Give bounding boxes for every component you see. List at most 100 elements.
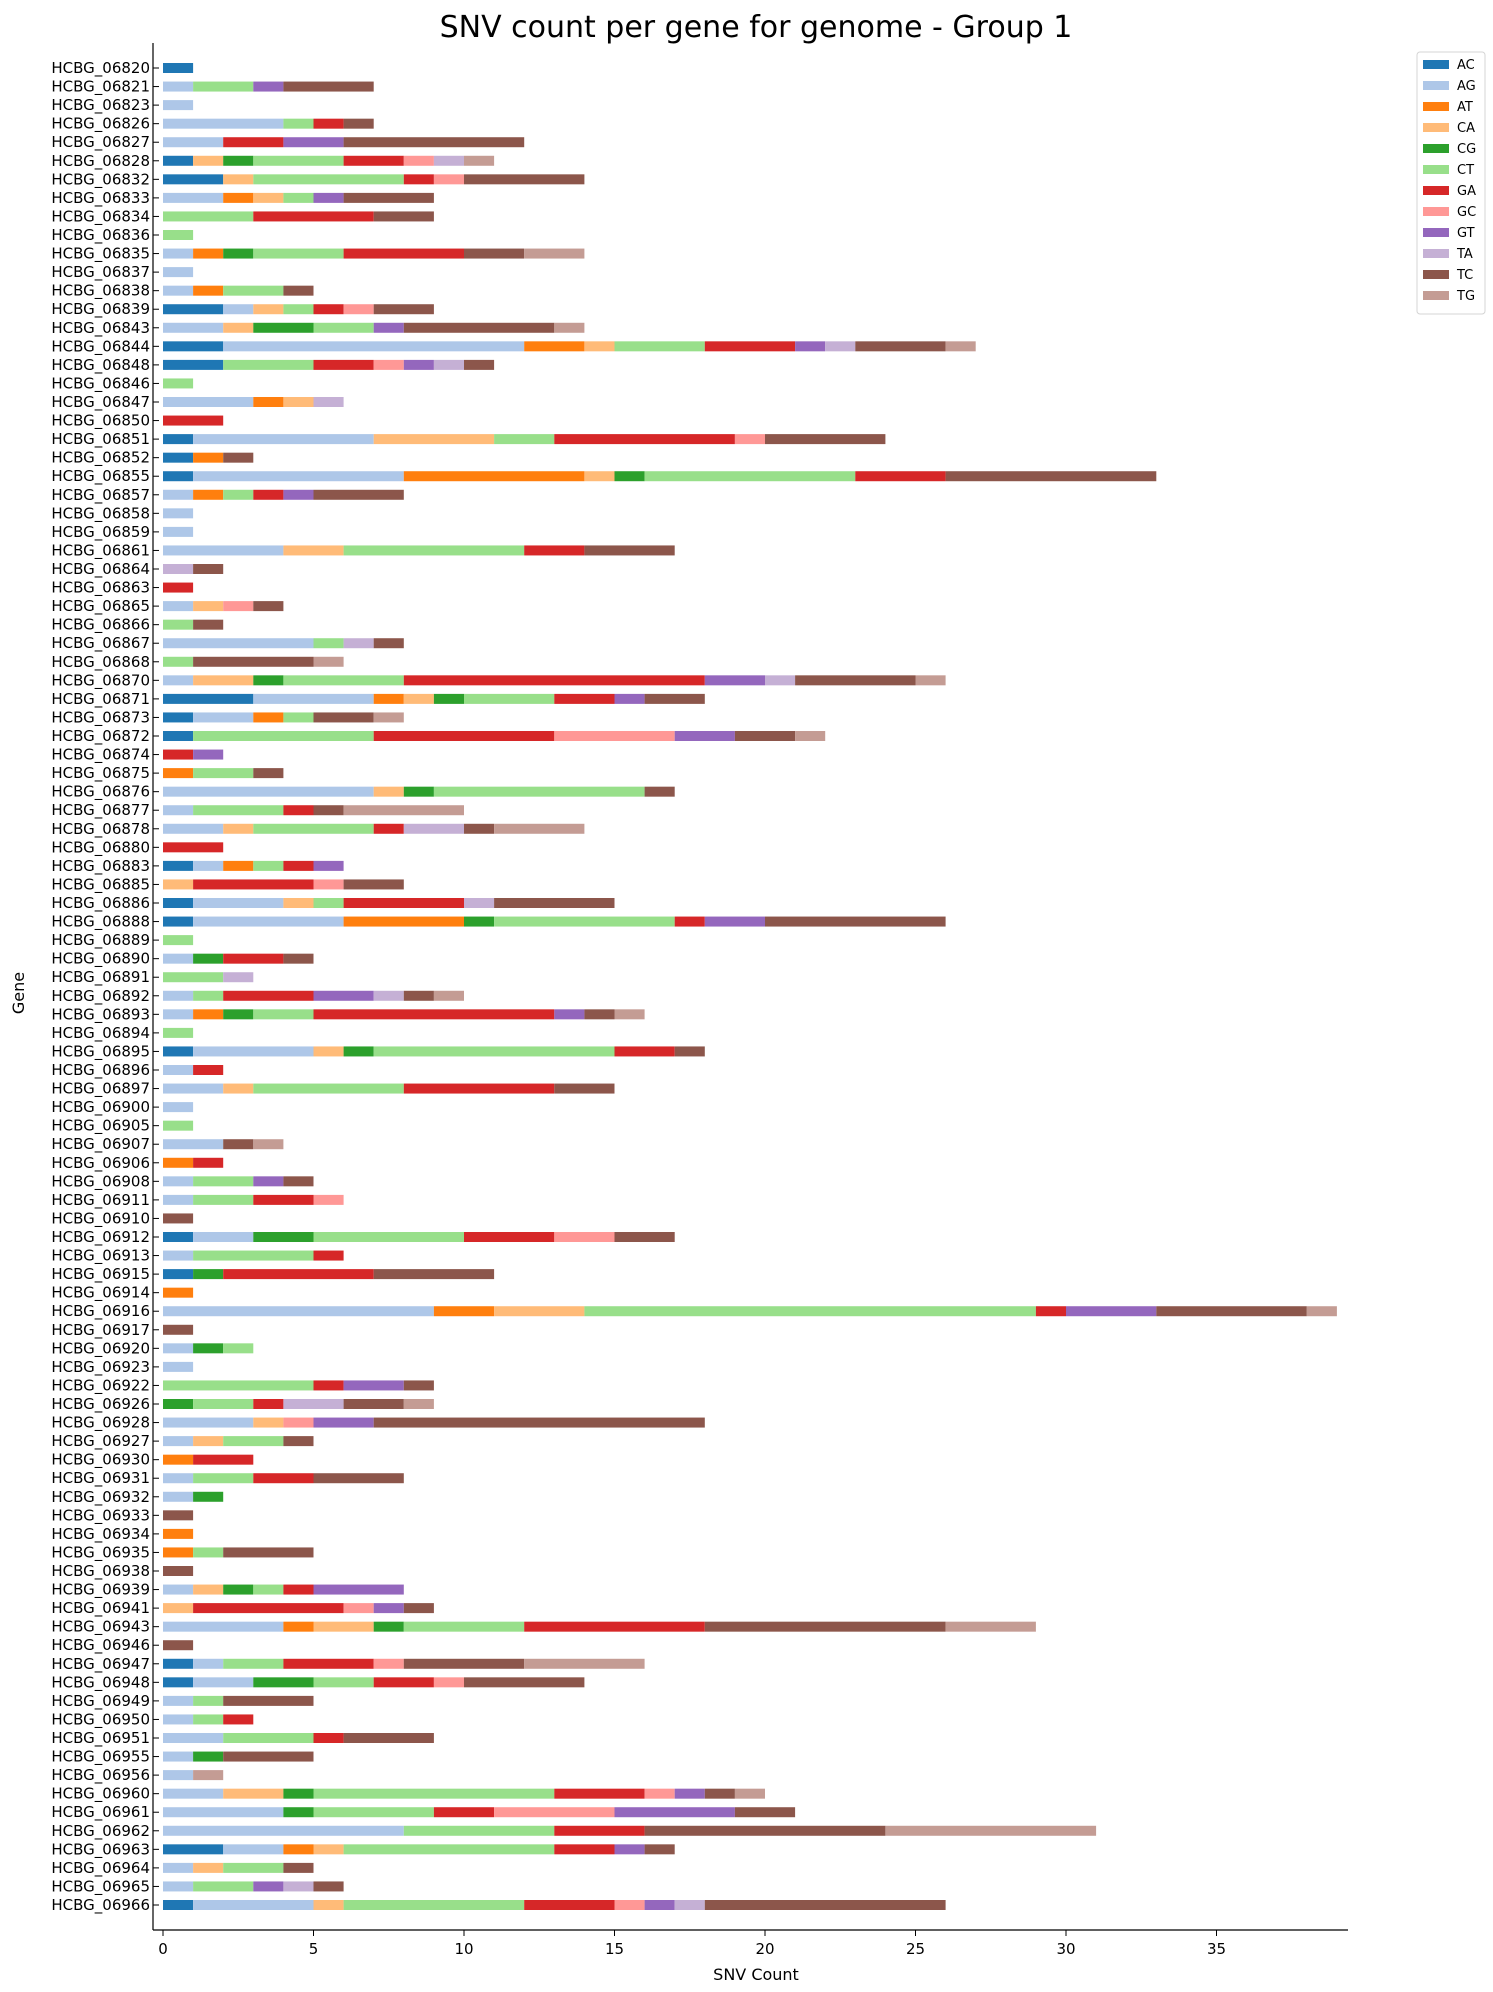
y-tick-label: HCBG_06949 — [51, 1692, 150, 1711]
bar-segment-ga — [403, 1083, 555, 1094]
bar-row-HCBG_06828 — [163, 155, 495, 166]
y-tick-label: HCBG_06866 — [51, 616, 150, 635]
bar-segment-at — [193, 285, 224, 296]
bar-segment-ta — [403, 823, 464, 834]
bar-segment-cg — [193, 1343, 224, 1354]
bar-segment-ac — [163, 341, 224, 352]
bar-segment-ag — [163, 1343, 194, 1354]
bar-segment-ga — [163, 842, 224, 853]
y-tick-label: HCBG_06917 — [51, 1321, 150, 1340]
bar-segment-ga — [223, 137, 284, 148]
bar-segment-ac — [163, 916, 194, 927]
y-tick-label: HCBG_06931 — [51, 1469, 150, 1488]
bar-segment-gt — [373, 1603, 404, 1614]
y-tick-label: HCBG_06908 — [51, 1172, 150, 1191]
bar-row-HCBG_06889 — [163, 935, 194, 946]
bar-segment-gt — [614, 1807, 735, 1818]
bar-segment-ca — [223, 1083, 254, 1094]
bar-segment-ag — [163, 953, 194, 964]
y-tick-label: HCBG_06863 — [51, 579, 150, 598]
bar-segment-tc — [464, 248, 525, 259]
y-tick-label: HCBG_06823 — [51, 96, 150, 115]
bar-segment-ac — [163, 1900, 194, 1910]
bar-segment-ta — [343, 638, 374, 649]
bar-segment-gc — [494, 1807, 615, 1818]
y-tick-label: HCBG_06868 — [51, 653, 150, 672]
bar-segment-at — [193, 489, 224, 500]
y-tick-label: HCBG_06835 — [51, 245, 150, 264]
bar-segment-ct — [163, 619, 194, 630]
bar-segment-ga — [403, 675, 705, 686]
y-tick-label: HCBG_06861 — [51, 541, 150, 560]
bar-segment-ga — [554, 1844, 615, 1855]
bar-row-HCBG_06949 — [163, 1695, 314, 1706]
bar-segment-ag — [163, 1436, 194, 1447]
bar-segment-tc — [464, 1677, 585, 1688]
bar-segment-ag — [163, 1881, 194, 1892]
bar-segment-gt — [795, 341, 826, 352]
bar-segment-ca — [193, 601, 224, 612]
y-tick-label: HCBG_06883 — [51, 857, 150, 876]
bar-segment-ca — [223, 322, 254, 333]
bar-row-HCBG_06947 — [163, 1658, 645, 1669]
bar-segment-gt — [674, 1788, 705, 1799]
y-tick-label: HCBG_06966 — [51, 1896, 150, 1915]
bar-segment-ag — [163, 1825, 404, 1836]
bar-segment-tc — [343, 879, 404, 890]
y-tick-label: HCBG_06876 — [51, 783, 150, 802]
bar-segment-tc — [584, 545, 675, 556]
bar-segment-ct — [313, 1807, 434, 1818]
bar-row-HCBG_06827 — [163, 137, 525, 148]
bar-segment-gc — [554, 1232, 615, 1242]
bar-segment-ac — [163, 1269, 194, 1280]
bar-segment-ca — [283, 898, 314, 908]
bar-segment-ga — [283, 1658, 374, 1669]
bar-segment-ct — [163, 935, 194, 946]
bar-segment-gc — [433, 1677, 464, 1688]
bar-segment-cg — [223, 248, 254, 259]
bar-row-HCBG_06961 — [163, 1807, 796, 1818]
bar-segment-at — [283, 1621, 314, 1632]
bar-segment-tc — [403, 990, 434, 1001]
y-tick-label: HCBG_06874 — [51, 746, 150, 765]
bar-segment-ga — [855, 471, 946, 482]
bar-segment-tc — [163, 1640, 194, 1651]
bar-segment-ct — [614, 341, 705, 352]
bar-row-HCBG_06896 — [163, 1065, 224, 1075]
bar-row-HCBG_06836 — [163, 230, 194, 240]
y-tick-label: HCBG_06852 — [51, 449, 150, 468]
bar-segment-ca — [193, 675, 254, 686]
bar-segment-ac — [163, 155, 194, 166]
bar-segment-tc — [343, 192, 434, 203]
bar-segment-tc — [494, 898, 615, 908]
bar-segment-tc — [704, 1900, 946, 1910]
bar-row-HCBG_06939 — [163, 1584, 404, 1595]
y-tick-label: HCBG_06864 — [51, 560, 150, 579]
bar-segment-ga — [253, 1399, 284, 1409]
bar-segment-ac — [163, 304, 224, 315]
y-tick-label: HCBG_06844 — [51, 337, 150, 356]
bar-segment-ag — [163, 1491, 194, 1502]
bar-segment-ac — [163, 731, 194, 741]
bar-segment-ag — [163, 137, 224, 148]
bar-segment-ag — [163, 1862, 194, 1873]
bar-segment-ga — [223, 990, 314, 1001]
bar-segment-ta — [765, 675, 796, 686]
bar-segment-tg — [373, 712, 404, 723]
bar-segment-tc — [403, 1380, 434, 1391]
bar-segment-ga — [313, 1250, 344, 1261]
bar-segment-ga — [343, 248, 464, 259]
bar-segment-tg — [945, 1621, 1036, 1632]
bar-segment-ga — [313, 1380, 344, 1391]
bar-segment-cg — [614, 471, 645, 482]
bar-segment-ct — [283, 192, 314, 203]
legend-label-cg: CG — [1457, 142, 1476, 157]
bar-segment-tc — [223, 1139, 254, 1150]
bar-segment-tc — [313, 805, 344, 816]
bar-segment-gc — [433, 174, 464, 185]
bar-segment-ct — [644, 471, 856, 482]
bar-segment-ga — [223, 953, 284, 964]
legend-swatch-gc — [1423, 207, 1449, 216]
bar-segment-tg — [795, 731, 826, 741]
bar-segment-ga — [554, 434, 735, 445]
